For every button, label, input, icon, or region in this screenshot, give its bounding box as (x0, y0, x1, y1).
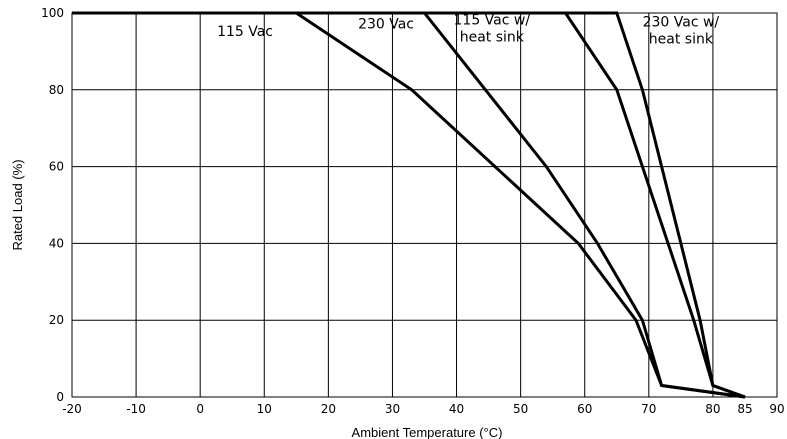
y-tick-label: 20 (49, 313, 64, 327)
curve-label-line: 115 Vac w/ (454, 13, 531, 29)
curve-label-line: 230 Vac w/ (643, 14, 720, 30)
curve-label-line: heat sink (460, 30, 525, 46)
tick-labels: -20 -10 0 10 20 30 40 50 60 70 80 85 90 0 20 40 60 80 100 (41, 6, 785, 416)
y-tick-label: 40 (49, 236, 64, 250)
series-lines (72, 11, 746, 399)
x-tick-label: -10 (126, 402, 146, 416)
x-tick-label: -20 (62, 402, 82, 416)
curve-label-line: 115 Vac (217, 24, 273, 40)
curve-label-1: 115 Vac (217, 24, 273, 40)
x-tick-label: 85 (737, 402, 752, 416)
series-line-4 (72, 11, 746, 399)
x-tick-label: 80 (705, 402, 720, 416)
x-tick-label: 50 (513, 402, 528, 416)
curve-label-4: 230 Vac w/heat sink (643, 14, 720, 47)
x-tick-label: 20 (321, 402, 336, 416)
y-tick-label: 80 (49, 83, 64, 97)
curve-label-2: 230 Vac (358, 16, 414, 32)
x-tick-label: 30 (385, 402, 400, 416)
x-tick-label: 10 (257, 402, 272, 416)
x-axis-label: Ambient Temperature (°C) (352, 425, 503, 439)
x-tick-label: 60 (577, 402, 592, 416)
y-tick-label: 60 (49, 160, 64, 174)
series-line-1 (72, 11, 746, 399)
x-tick-label: 90 (769, 402, 784, 416)
y-tick-label: 0 (56, 390, 64, 404)
y-axis-label: Rated Load (%) (10, 159, 25, 250)
y-tick-label: 100 (41, 6, 64, 20)
curve-label-line: heat sink (649, 31, 714, 47)
curve-label-line: 230 Vac (358, 16, 414, 32)
x-tick-label: 0 (196, 402, 204, 416)
curve-label-3: 115 Vac w/heat sink (454, 13, 531, 46)
x-tick-label: 40 (449, 402, 464, 416)
x-tick-label: 70 (641, 402, 656, 416)
